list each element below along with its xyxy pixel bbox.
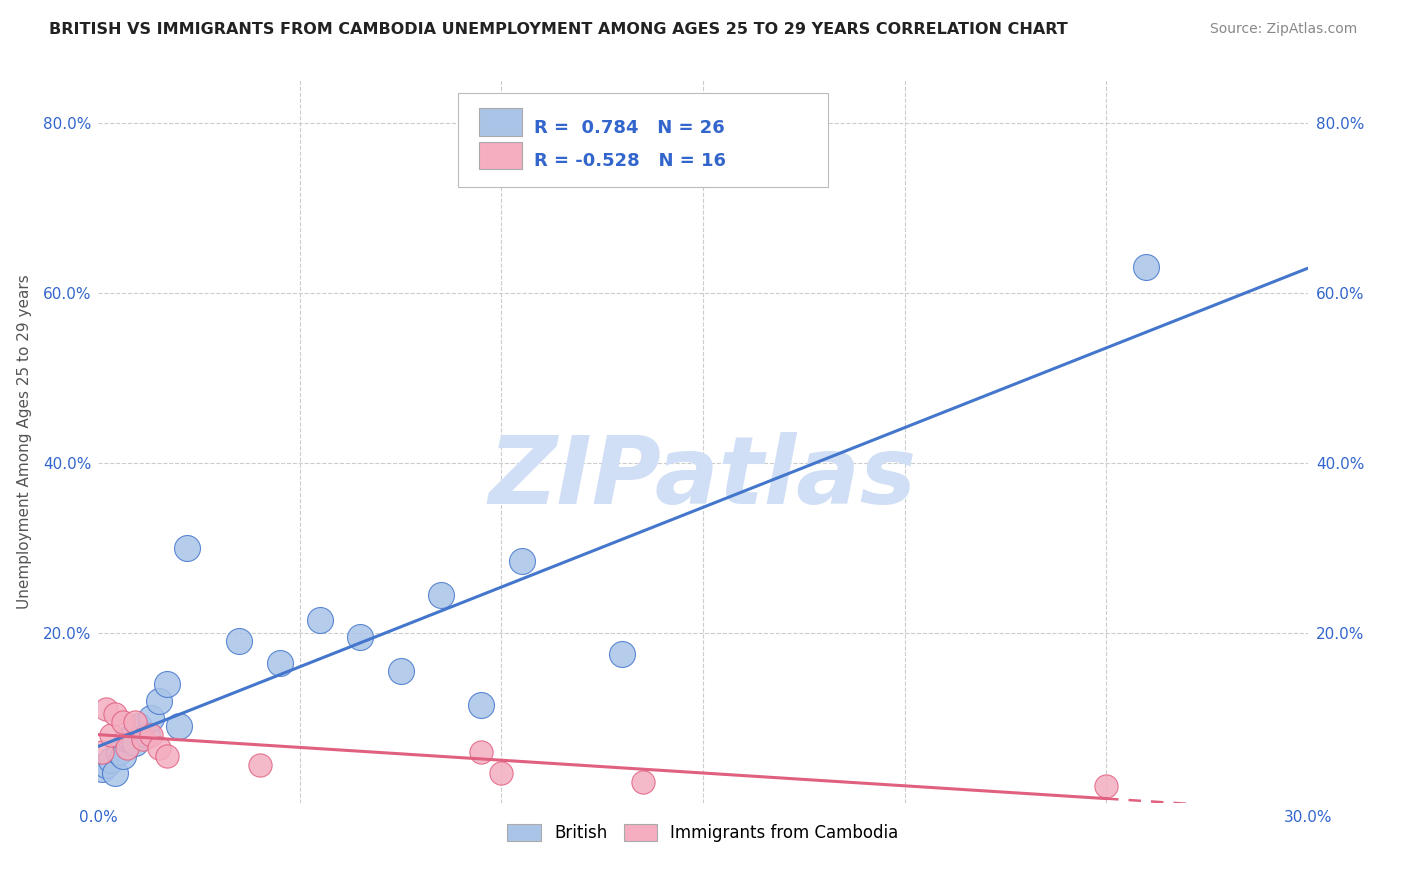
Point	[135, 728, 157, 742]
Text: Source: ZipAtlas.com: Source: ZipAtlas.com	[1209, 22, 1357, 37]
Point	[148, 694, 170, 708]
Point	[103, 766, 125, 780]
Point	[96, 757, 118, 772]
Point	[249, 757, 271, 772]
Point	[510, 553, 533, 567]
FancyBboxPatch shape	[479, 142, 522, 169]
Text: BRITISH VS IMMIGRANTS FROM CAMBODIA UNEMPLOYMENT AMONG AGES 25 TO 29 YEARS CORRE: BRITISH VS IMMIGRANTS FROM CAMBODIA UNEM…	[49, 22, 1069, 37]
Point	[470, 698, 492, 712]
Point	[1135, 260, 1157, 275]
Point	[103, 706, 125, 721]
Point	[228, 634, 250, 648]
Point	[107, 745, 129, 759]
Point	[269, 656, 291, 670]
Point	[91, 762, 114, 776]
Point	[139, 711, 162, 725]
Point	[167, 719, 190, 733]
Point	[132, 732, 155, 747]
Legend: British, Immigrants from Cambodia: British, Immigrants from Cambodia	[501, 817, 905, 848]
Point	[115, 740, 138, 755]
Point	[389, 664, 412, 678]
Point	[91, 745, 114, 759]
Point	[156, 677, 179, 691]
Point	[120, 732, 142, 747]
Point	[491, 766, 513, 780]
FancyBboxPatch shape	[479, 109, 522, 136]
Point	[1095, 779, 1118, 793]
Text: R = -0.528   N = 16: R = -0.528 N = 16	[534, 152, 725, 169]
Point	[124, 714, 146, 729]
Point	[309, 613, 332, 627]
Point	[128, 719, 150, 733]
FancyBboxPatch shape	[457, 93, 828, 187]
Point	[470, 745, 492, 759]
Text: ZIPatlas: ZIPatlas	[489, 432, 917, 524]
Point	[124, 736, 146, 750]
Point	[115, 732, 138, 747]
Point	[96, 702, 118, 716]
Point	[612, 647, 634, 661]
Point	[349, 630, 371, 644]
Point	[156, 749, 179, 764]
Point	[100, 753, 122, 767]
Point	[100, 728, 122, 742]
Point	[176, 541, 198, 555]
Point	[139, 728, 162, 742]
Text: R =  0.784   N = 26: R = 0.784 N = 26	[534, 119, 724, 136]
Point	[111, 714, 134, 729]
Point	[631, 774, 654, 789]
Point	[148, 740, 170, 755]
Point	[430, 588, 453, 602]
Y-axis label: Unemployment Among Ages 25 to 29 years: Unemployment Among Ages 25 to 29 years	[17, 274, 32, 609]
Point	[111, 749, 134, 764]
